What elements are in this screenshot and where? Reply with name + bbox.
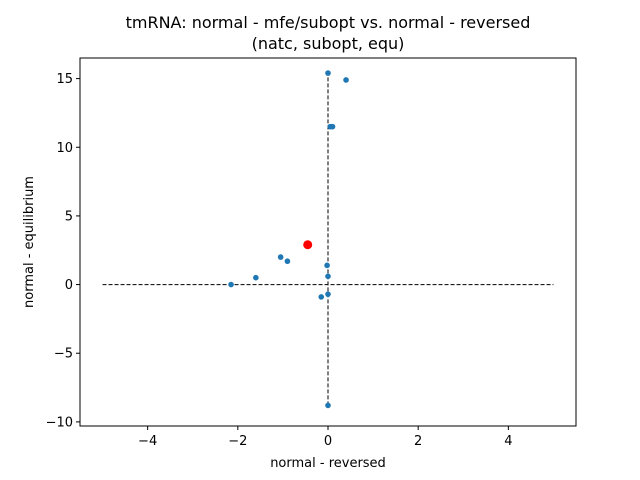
data-point	[325, 291, 331, 297]
x-axis-label: normal - reversed	[270, 456, 386, 471]
y-tick-label: 0	[65, 278, 73, 293]
x-tick-label: 2	[414, 434, 422, 449]
y-tick-label: 10	[56, 141, 73, 156]
chart-title-line-2: (natc, subopt, equ)	[252, 34, 405, 53]
data-point	[325, 70, 331, 76]
data-point	[325, 402, 331, 409]
data-point	[277, 254, 284, 260]
y-axis-ticks: −10 −5 0 5 10 15	[46, 72, 80, 430]
y-tick-label: −5	[54, 347, 73, 362]
data-point	[253, 274, 259, 281]
x-tick-label: −4	[138, 434, 157, 449]
y-tick-label: 15	[56, 72, 73, 87]
y-tick-label: −10	[46, 415, 73, 430]
x-tick-label: −2	[228, 434, 247, 449]
x-tick-label: 0	[324, 434, 332, 449]
data-point	[329, 123, 336, 130]
data-point	[318, 294, 325, 300]
data-point	[325, 273, 331, 280]
y-tick-label: 5	[65, 209, 73, 224]
x-tick-label: 4	[504, 434, 512, 449]
highlight-point	[303, 240, 313, 250]
plot-area	[102, 70, 554, 409]
chart-title-line-1: tmRNA: normal - mfe/subopt vs. normal - …	[126, 13, 531, 32]
y-axis-label: normal - equilibrium	[22, 176, 37, 308]
data-point	[228, 281, 234, 288]
x-axis-ticks: −4 −2 0 2 4	[138, 426, 513, 449]
data-point	[284, 258, 291, 265]
data-point	[343, 77, 349, 83]
data-point	[324, 262, 330, 269]
